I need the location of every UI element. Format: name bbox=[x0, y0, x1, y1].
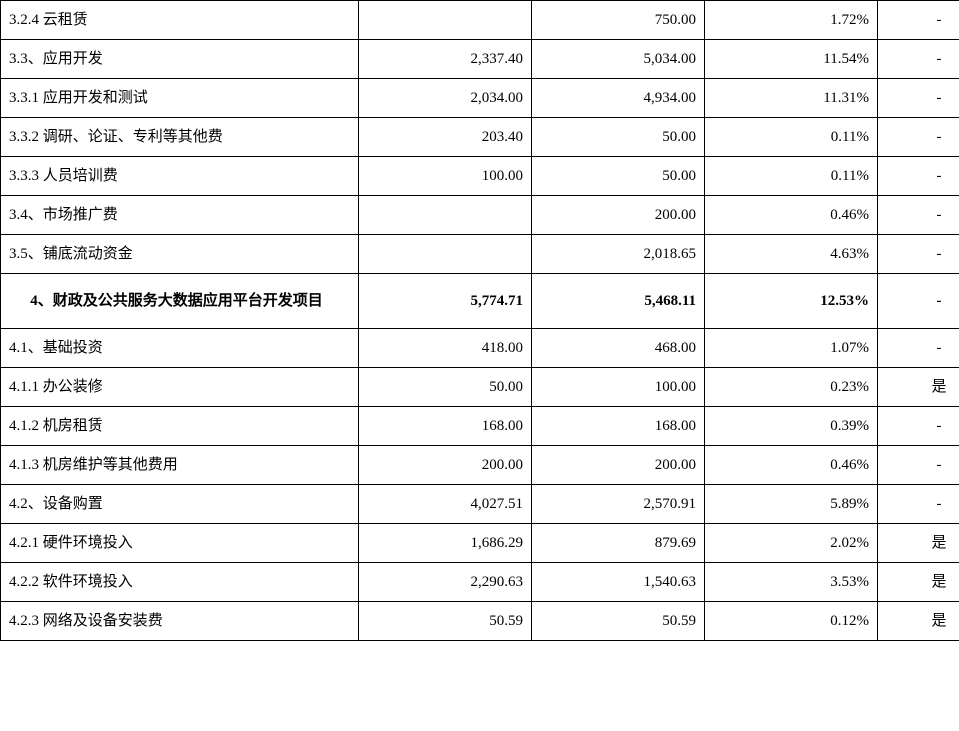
cell-note: 是 bbox=[878, 602, 959, 641]
table-row: 4.1.2 机房租赁168.00168.000.39%- bbox=[1, 407, 959, 446]
cell-label: 4.1、基础投资 bbox=[1, 329, 359, 368]
cell-num1: 5,774.71 bbox=[359, 274, 532, 329]
cell-label: 3.3.3 人员培训费 bbox=[1, 157, 359, 196]
cell-label: 3.3.1 应用开发和测试 bbox=[1, 79, 359, 118]
cell-note: - bbox=[878, 485, 959, 524]
cell-pct: 2.02% bbox=[705, 524, 878, 563]
table-row: 4.2.3 网络及设备安装费50.5950.590.12%是 bbox=[1, 602, 959, 641]
table-row: 3.3、应用开发2,337.405,034.0011.54%- bbox=[1, 40, 959, 79]
cell-num1 bbox=[359, 1, 532, 40]
cell-pct: 12.53% bbox=[705, 274, 878, 329]
cell-note: - bbox=[878, 329, 959, 368]
cell-note: - bbox=[878, 446, 959, 485]
table-row: 3.2.4 云租赁 750.001.72%- bbox=[1, 1, 959, 40]
cell-pct: 0.11% bbox=[705, 118, 878, 157]
cell-label: 3.3.2 调研、论证、专利等其他费 bbox=[1, 118, 359, 157]
cell-pct: 0.39% bbox=[705, 407, 878, 446]
cell-num2: 750.00 bbox=[532, 1, 705, 40]
cell-pct: 5.89% bbox=[705, 485, 878, 524]
table-row: 4.1.1 办公装修50.00100.000.23%是 bbox=[1, 368, 959, 407]
cell-label: 3.5、铺底流动资金 bbox=[1, 235, 359, 274]
table-row: 4.1、基础投资418.00468.001.07%- bbox=[1, 329, 959, 368]
cell-note: - bbox=[878, 40, 959, 79]
cell-num2: 200.00 bbox=[532, 196, 705, 235]
table-row: 3.4、市场推广费 200.000.46%- bbox=[1, 196, 959, 235]
cell-num1: 2,034.00 bbox=[359, 79, 532, 118]
cell-label: 4.1.2 机房租赁 bbox=[1, 407, 359, 446]
cell-note: 是 bbox=[878, 563, 959, 602]
cell-num1: 50.00 bbox=[359, 368, 532, 407]
cell-label: 4.1.3 机房维护等其他费用 bbox=[1, 446, 359, 485]
cell-note: - bbox=[878, 196, 959, 235]
cell-num1 bbox=[359, 196, 532, 235]
cell-num2: 168.00 bbox=[532, 407, 705, 446]
cell-num1: 200.00 bbox=[359, 446, 532, 485]
cell-label: 3.4、市场推广费 bbox=[1, 196, 359, 235]
table-row: 3.3.3 人员培训费100.0050.000.11%- bbox=[1, 157, 959, 196]
cell-num1: 100.00 bbox=[359, 157, 532, 196]
cell-pct: 0.11% bbox=[705, 157, 878, 196]
cell-pct: 11.54% bbox=[705, 40, 878, 79]
cell-num2: 50.59 bbox=[532, 602, 705, 641]
cell-num2: 200.00 bbox=[532, 446, 705, 485]
cell-pct: 1.07% bbox=[705, 329, 878, 368]
cell-num1: 418.00 bbox=[359, 329, 532, 368]
table-row: 4.1.3 机房维护等其他费用200.00200.000.46%- bbox=[1, 446, 959, 485]
cell-note: - bbox=[878, 407, 959, 446]
financial-table-container: 3.2.4 云租赁750.001.72%-3.3、应用开发2,337.405,0… bbox=[0, 0, 959, 731]
cell-num1: 4,027.51 bbox=[359, 485, 532, 524]
cell-num1: 2,337.40 bbox=[359, 40, 532, 79]
cell-note: 是 bbox=[878, 524, 959, 563]
table-row: 4.2.1 硬件环境投入1,686.29879.692.02%是 bbox=[1, 524, 959, 563]
cell-num1: 50.59 bbox=[359, 602, 532, 641]
cell-note: - bbox=[878, 274, 959, 329]
cell-note: 是 bbox=[878, 368, 959, 407]
cell-note: - bbox=[878, 157, 959, 196]
cell-label: 4.2.2 软件环境投入 bbox=[1, 563, 359, 602]
cell-pct: 0.12% bbox=[705, 602, 878, 641]
cell-num2: 2,570.91 bbox=[532, 485, 705, 524]
cell-num1: 2,290.63 bbox=[359, 563, 532, 602]
cell-num2: 50.00 bbox=[532, 157, 705, 196]
cell-num1: 1,686.29 bbox=[359, 524, 532, 563]
cell-label: 4.1.1 办公装修 bbox=[1, 368, 359, 407]
cell-num2: 1,540.63 bbox=[532, 563, 705, 602]
cell-label: 3.3、应用开发 bbox=[1, 40, 359, 79]
cell-pct: 1.72% bbox=[705, 1, 878, 40]
cell-pct: 3.53% bbox=[705, 563, 878, 602]
financial-table: 3.2.4 云租赁750.001.72%-3.3、应用开发2,337.405,0… bbox=[0, 0, 959, 641]
financial-table-body: 3.2.4 云租赁750.001.72%-3.3、应用开发2,337.405,0… bbox=[1, 1, 959, 641]
cell-pct: 0.46% bbox=[705, 196, 878, 235]
cell-num1 bbox=[359, 235, 532, 274]
cell-label: 4.2.3 网络及设备安装费 bbox=[1, 602, 359, 641]
table-row: 3.5、铺底流动资金 2,018.654.63%- bbox=[1, 235, 959, 274]
cell-num2: 468.00 bbox=[532, 329, 705, 368]
cell-note: - bbox=[878, 235, 959, 274]
cell-label: 4.2、设备购置 bbox=[1, 485, 359, 524]
table-row: 4.2、设备购置4,027.512,570.915.89%- bbox=[1, 485, 959, 524]
cell-num2: 879.69 bbox=[532, 524, 705, 563]
cell-num1: 203.40 bbox=[359, 118, 532, 157]
cell-note: - bbox=[878, 79, 959, 118]
cell-num2: 4,934.00 bbox=[532, 79, 705, 118]
cell-note: - bbox=[878, 1, 959, 40]
table-row: 3.3.2 调研、论证、专利等其他费203.4050.000.11%- bbox=[1, 118, 959, 157]
cell-num1: 168.00 bbox=[359, 407, 532, 446]
cell-pct: 0.23% bbox=[705, 368, 878, 407]
cell-num2: 5,468.11 bbox=[532, 274, 705, 329]
cell-label: 4、财政及公共服务大数据应用平台开发项目 bbox=[1, 274, 359, 329]
cell-pct: 0.46% bbox=[705, 446, 878, 485]
cell-pct: 4.63% bbox=[705, 235, 878, 274]
table-row: 4.2.2 软件环境投入2,290.631,540.633.53%是 bbox=[1, 563, 959, 602]
cell-pct: 11.31% bbox=[705, 79, 878, 118]
cell-note: - bbox=[878, 118, 959, 157]
table-row: 4、财政及公共服务大数据应用平台开发项目5,774.715,468.1112.5… bbox=[1, 274, 959, 329]
cell-label: 3.2.4 云租赁 bbox=[1, 1, 359, 40]
cell-num2: 50.00 bbox=[532, 118, 705, 157]
cell-num2: 2,018.65 bbox=[532, 235, 705, 274]
cell-num2: 100.00 bbox=[532, 368, 705, 407]
cell-num2: 5,034.00 bbox=[532, 40, 705, 79]
table-row: 3.3.1 应用开发和测试2,034.004,934.0011.31%- bbox=[1, 79, 959, 118]
cell-label: 4.2.1 硬件环境投入 bbox=[1, 524, 359, 563]
